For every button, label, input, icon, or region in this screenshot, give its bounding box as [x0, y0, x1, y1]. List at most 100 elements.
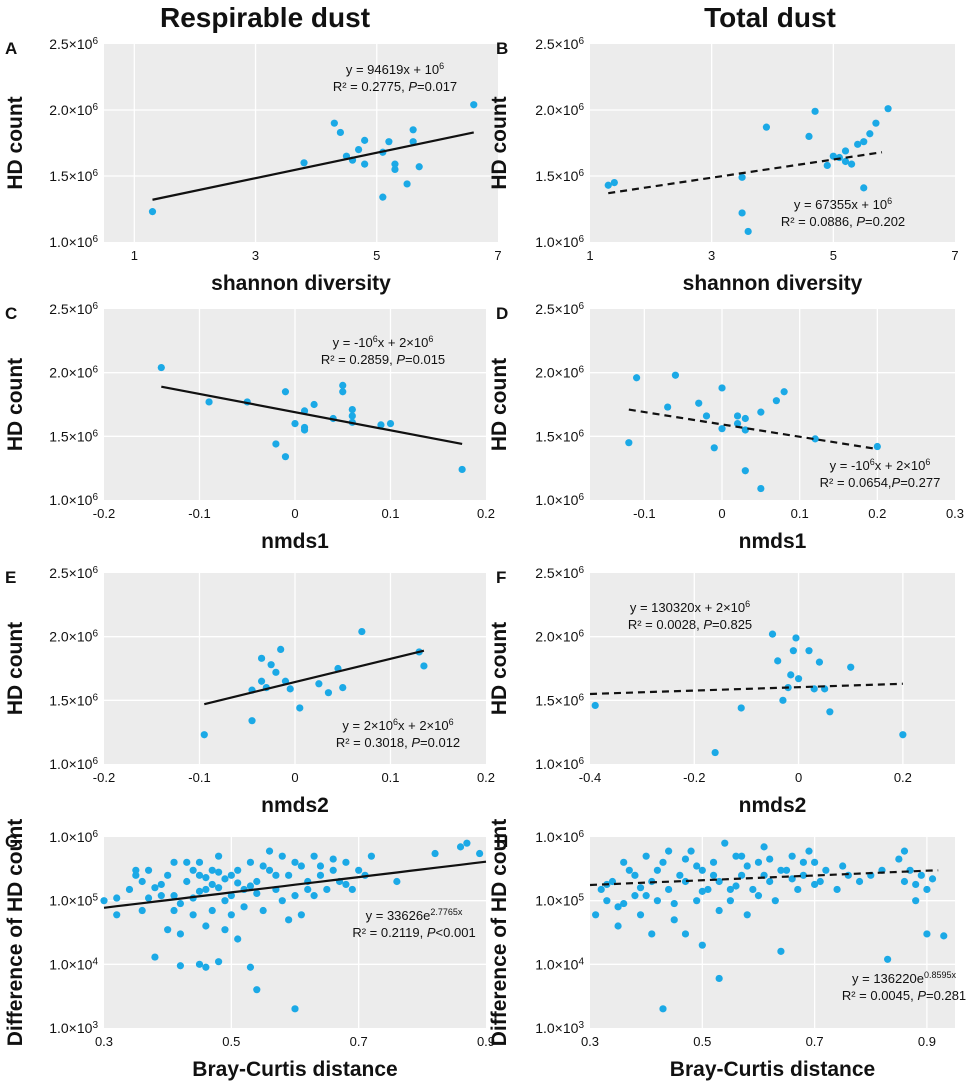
y-tick-label: 1.0×104: [535, 956, 584, 973]
data-point: [431, 849, 439, 858]
data-point: [285, 871, 293, 879]
data-point: [928, 875, 937, 883]
data-point: [693, 862, 701, 870]
data-point: [272, 668, 280, 676]
data-point: [240, 903, 248, 911]
data-point: [631, 871, 639, 879]
data-point: [310, 400, 318, 409]
data-point: [681, 877, 690, 886]
data-point: [659, 1005, 667, 1013]
column-title-left: Respirable dust: [159, 2, 371, 33]
data-point: [610, 179, 618, 187]
data-point: [625, 866, 633, 874]
data-point: [463, 839, 471, 847]
y-tick-label: 1.0×104: [49, 956, 98, 973]
data-point: [702, 412, 711, 420]
data-point: [912, 880, 920, 889]
data-point: [614, 922, 622, 930]
data-point: [157, 892, 165, 900]
data-point: [829, 152, 837, 160]
data-point: [291, 1005, 299, 1013]
y-tick-label: 1.5×106: [535, 428, 584, 445]
data-point: [355, 866, 363, 874]
data-point: [151, 953, 159, 961]
data-point: [681, 855, 690, 863]
data-point: [642, 852, 650, 860]
y-tick-label: 2.5×106: [49, 301, 98, 318]
data-point: [310, 892, 318, 900]
data-point: [653, 897, 661, 905]
data-point: [297, 862, 305, 870]
data-point: [148, 208, 157, 216]
x-tick-label: -0.2: [93, 506, 115, 521]
data-point: [339, 388, 347, 396]
y-axis-title: HD count: [488, 96, 511, 189]
data-point: [855, 877, 864, 886]
data-point: [278, 897, 286, 905]
data-point: [895, 855, 903, 863]
x-tick-label: 0.3: [581, 1034, 599, 1049]
y-axis-title: Difference of HD count: [4, 819, 27, 1047]
data-point: [636, 884, 645, 892]
x-tick-label: 0.3: [95, 1034, 113, 1049]
data-point: [339, 684, 347, 692]
fit-statistics: R² = 0.3018, P=0.012: [336, 735, 460, 750]
data-point: [592, 911, 600, 919]
y-axis-title: HD count: [488, 358, 511, 451]
data-point: [391, 165, 399, 173]
data-point: [841, 157, 850, 166]
data-point: [272, 871, 280, 879]
x-tick-label: 0.3: [946, 506, 964, 521]
y-tick-label: 1.5×106: [535, 168, 584, 185]
column-title-right: Total dust: [704, 2, 836, 33]
data-point: [653, 866, 661, 874]
data-point: [358, 627, 366, 636]
fit-statistics: R² = 0.2859, P=0.015: [321, 352, 445, 367]
data-point: [164, 926, 172, 934]
y-tick-label: 1.0×106: [535, 234, 584, 251]
data-point: [354, 146, 363, 154]
data-point: [272, 440, 280, 448]
data-point: [195, 858, 204, 866]
data-point: [367, 852, 375, 860]
data-point: [234, 866, 242, 874]
panel-E: E 1.0×106 1.5×106 2.0×106 2.5×106 -0.2 -0.1 0 0.…: [4, 565, 495, 818]
y-tick-label: 2.0×106: [535, 102, 584, 119]
data-point: [738, 209, 746, 217]
data-point: [732, 852, 740, 860]
fit-statistics: R² = 0.0654,P=0.277: [820, 475, 941, 490]
data-point: [860, 138, 868, 146]
data-point: [718, 384, 726, 392]
panel-F: F 1.0×106 1.5×106 2.0×106 2.5×106 -0.4 -0.2 0 0.…: [488, 565, 955, 817]
data-point: [456, 843, 465, 851]
panel-B: B 1.0×106 1.5×106 2.0×106 2.5×106 1 3 5 7 shannon…: [488, 36, 959, 296]
data-point: [253, 986, 261, 994]
data-point: [138, 877, 146, 886]
data-point: [234, 935, 242, 943]
regression-line: [161, 385, 463, 446]
data-point: [900, 847, 909, 855]
data-point: [664, 403, 672, 411]
data-point: [403, 180, 411, 188]
x-tick-label: 0: [291, 770, 298, 785]
data-point: [766, 855, 774, 863]
data-point: [151, 884, 159, 892]
data-point: [757, 408, 765, 416]
data-point: [721, 839, 729, 847]
data-point: [625, 439, 633, 447]
panel-label: B: [496, 39, 508, 58]
data-point: [789, 647, 797, 655]
data-point: [726, 897, 734, 905]
data-point: [227, 892, 235, 900]
x-tick-label: 0.2: [868, 506, 886, 521]
data-point: [296, 704, 304, 712]
data-point: [726, 885, 734, 894]
data-point: [348, 885, 356, 894]
y-tick-label: 2.5×106: [535, 301, 584, 318]
data-point: [782, 866, 791, 874]
data-point: [253, 889, 261, 898]
data-point: [324, 689, 333, 697]
data-point: [458, 465, 466, 474]
data-point: [766, 877, 774, 886]
data-point: [632, 374, 641, 382]
